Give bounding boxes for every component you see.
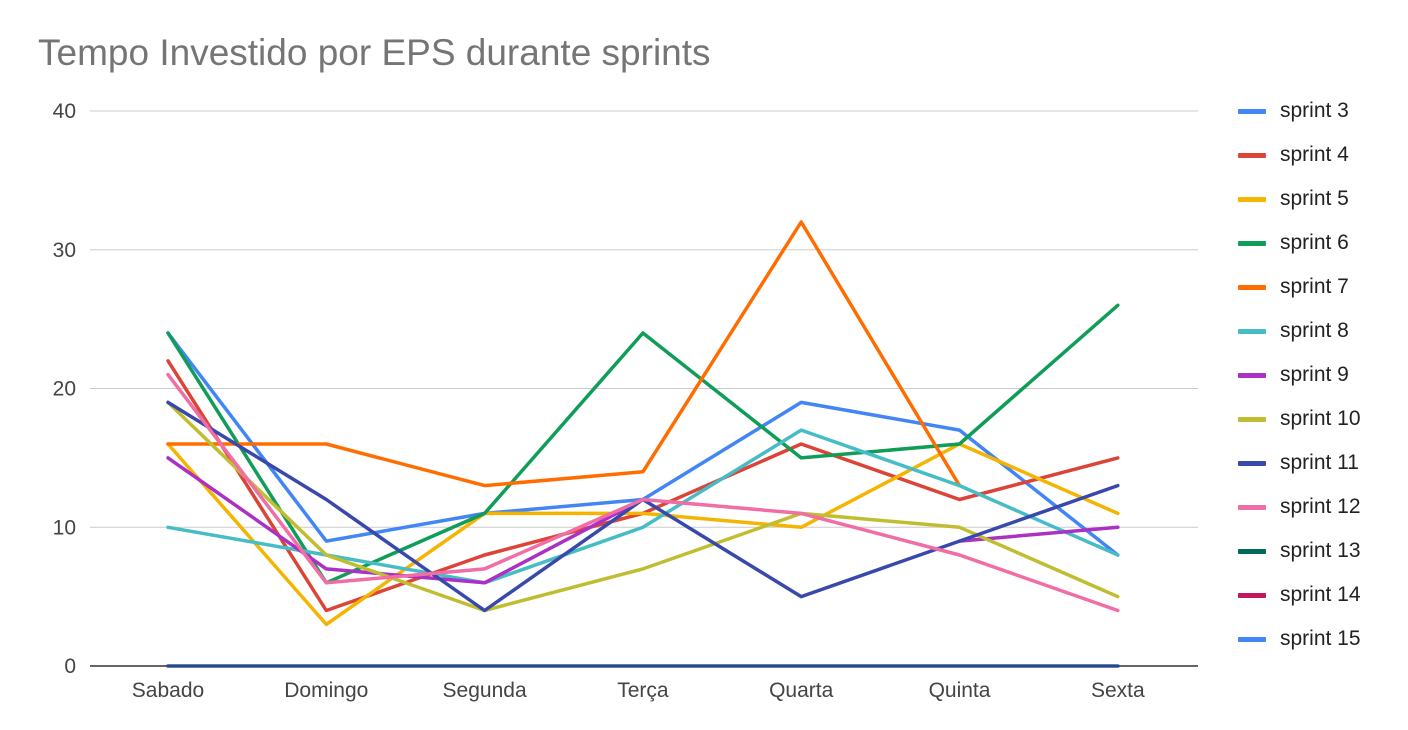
y-tick-label: 10 [53, 516, 76, 539]
series-line-sprint-10 [166, 400, 1120, 613]
legend-swatch [1238, 240, 1266, 246]
x-tick-label: Terça [617, 679, 669, 702]
legend-item[interactable]: sprint 13 [1238, 536, 1361, 566]
legend-item[interactable]: sprint 5 [1238, 184, 1349, 214]
legend-label: sprint 4 [1280, 143, 1349, 166]
legend-label: sprint 7 [1280, 275, 1349, 298]
legend-label: sprint 9 [1280, 363, 1349, 386]
legend-label: sprint 13 [1280, 539, 1361, 562]
y-tick-label: 0 [64, 655, 76, 678]
legend-label: sprint 3 [1280, 99, 1349, 122]
series-line-sprint-7 [166, 220, 962, 488]
legend-label: sprint 15 [1280, 627, 1361, 650]
legend-label: sprint 12 [1280, 495, 1361, 518]
x-tick-label: Quinta [929, 679, 991, 702]
legend-label: sprint 6 [1280, 231, 1349, 254]
legend-swatch [1238, 416, 1266, 422]
y-tick-label: 20 [53, 378, 76, 401]
gridlines [90, 110, 1198, 528]
tick-labels: 0 10 20 30 40 Sabado Domingo Segunda Terça Quarta… [53, 100, 1145, 702]
legend-item[interactable]: sprint 7 [1238, 272, 1349, 302]
series-line-sprint-12 [166, 372, 1120, 613]
legend-item[interactable]: sprint 3 [1238, 96, 1349, 126]
legend-swatch [1238, 548, 1266, 554]
x-tick-label: Sabado [132, 679, 204, 702]
legend-item[interactable]: sprint 11 [1238, 448, 1359, 478]
legend-item[interactable]: sprint 9 [1238, 360, 1349, 390]
legend-label: sprint 5 [1280, 187, 1349, 210]
x-tick-label: Sexta [1091, 679, 1145, 702]
legend-label: sprint 8 [1280, 319, 1349, 342]
legend-swatch [1238, 504, 1266, 510]
legend-label: sprint 11 [1280, 451, 1359, 474]
legend-item[interactable]: sprint 12 [1238, 492, 1361, 522]
series-line-sprint-11 [166, 400, 1120, 613]
legend-label: sprint 14 [1280, 583, 1361, 606]
legend-item[interactable]: sprint 14 [1238, 580, 1361, 610]
x-tick-label: Segunda [443, 679, 527, 702]
legend-swatch [1238, 152, 1266, 158]
legend-swatch [1238, 460, 1266, 466]
series-line-sprint-4 [166, 359, 1120, 613]
legend-swatch [1238, 372, 1266, 378]
legend-swatch [1238, 328, 1266, 334]
series-lines [166, 220, 1120, 668]
legend-swatch [1238, 108, 1266, 114]
legend-swatch [1238, 636, 1266, 642]
legend-item[interactable]: sprint 4 [1238, 140, 1349, 170]
legend-swatch [1238, 592, 1266, 598]
legend-item[interactable]: sprint 6 [1238, 228, 1349, 258]
x-tick-label: Quarta [769, 679, 834, 702]
x-tick-label: Domingo [284, 679, 368, 702]
chart-title: Tempo Investido por EPS durante sprints [38, 32, 711, 73]
legend-swatch [1238, 196, 1266, 202]
legend-item[interactable]: sprint 15 [1238, 624, 1361, 654]
legend-swatch [1238, 284, 1266, 290]
legend-item[interactable]: sprint 8 [1238, 316, 1349, 346]
y-tick-label: 30 [53, 239, 76, 262]
y-tick-label: 40 [53, 100, 76, 123]
legend-label: sprint 10 [1280, 407, 1361, 430]
legend-item[interactable]: sprint 10 [1238, 404, 1361, 434]
